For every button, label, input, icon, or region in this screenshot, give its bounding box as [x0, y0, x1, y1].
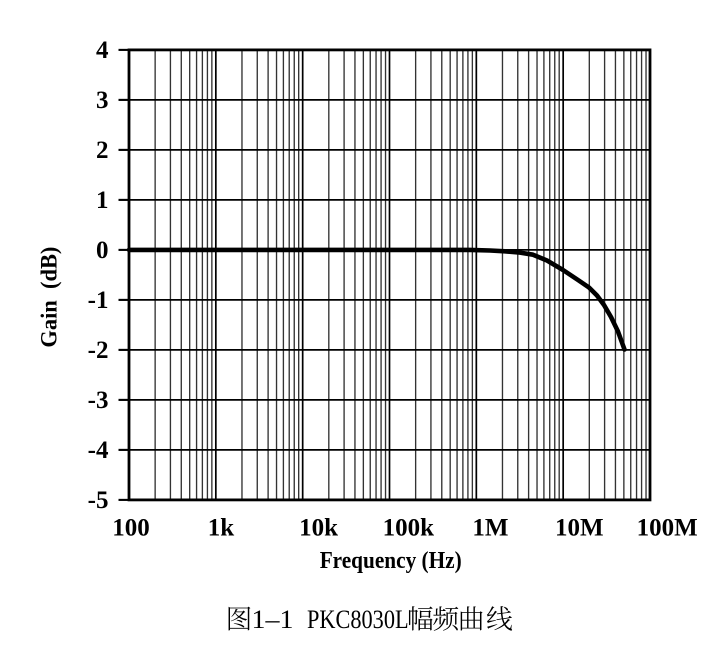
svg-text:100: 100	[112, 515, 150, 542]
svg-text:1M: 1M	[472, 515, 508, 542]
svg-text:Frequency (Hz): Frequency (Hz)	[320, 548, 462, 574]
svg-text:100k: 100k	[383, 515, 435, 542]
svg-text:1: 1	[96, 187, 109, 214]
svg-text:-3: -3	[88, 387, 109, 414]
svg-text:1–1: 1–1	[252, 605, 294, 634]
svg-text:10M: 10M	[555, 515, 604, 542]
svg-text:4: 4	[96, 37, 109, 64]
svg-text:-1: -1	[88, 287, 109, 314]
svg-text:10k: 10k	[299, 515, 338, 542]
svg-text:1k: 1k	[208, 515, 235, 542]
svg-text:0: 0	[96, 237, 109, 264]
svg-text:-2: -2	[88, 337, 109, 364]
svg-text:-5: -5	[88, 487, 109, 514]
svg-text:2: 2	[96, 137, 109, 164]
svg-text:100M: 100M	[637, 515, 698, 542]
svg-text:3: 3	[96, 87, 109, 114]
svg-text:Gain (dB): Gain (dB)	[37, 247, 62, 348]
svg-text:-4: -4	[88, 437, 109, 464]
svg-text:PKC8030L: PKC8030L	[307, 605, 409, 634]
